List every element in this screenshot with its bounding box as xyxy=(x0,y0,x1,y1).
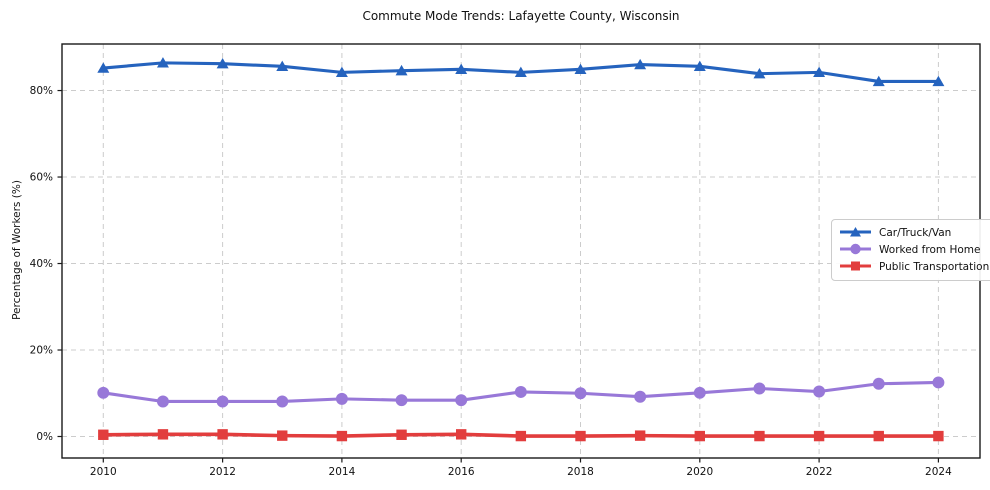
marker-circle-worked-from-home xyxy=(813,385,826,398)
x-tick-label: 2012 xyxy=(209,466,236,478)
marker-circle-worked-from-home xyxy=(514,385,527,398)
marker-triangle-car-truck-van xyxy=(216,58,229,69)
marker-triangle-car-truck-van xyxy=(455,63,468,75)
marker-triangle-car-truck-van xyxy=(932,75,945,87)
y-tick-label: 80% xyxy=(30,85,53,97)
marker-triangle-car-truck-van xyxy=(156,57,169,68)
marker-square-public-transportation xyxy=(634,430,646,441)
home-line-circle-icon xyxy=(839,241,872,260)
marker-circle-worked-from-home xyxy=(216,395,229,408)
x-tick-label: 2024 xyxy=(925,466,952,478)
marker-triangle-car-truck-van xyxy=(753,67,766,79)
marker-square-public-transportation xyxy=(873,430,884,442)
car-line-triangle-icon xyxy=(839,224,872,243)
y-tick-label: 40% xyxy=(30,258,53,270)
marker-square-public-transportation xyxy=(813,430,825,442)
marker-square-public-transportation xyxy=(98,429,109,440)
legend-item-car-truck-van: Car/Truck/Van xyxy=(839,226,989,240)
marker-circle-worked-from-home xyxy=(634,390,647,403)
marker-triangle-car-truck-van xyxy=(335,66,348,78)
marker-square-public-transportation xyxy=(277,430,288,441)
marker-circle-worked-from-home xyxy=(455,394,468,407)
marker-circle-worked-from-home xyxy=(872,377,885,390)
x-tick-label: 2014 xyxy=(329,466,356,478)
marker-circle-worked-from-home xyxy=(574,387,587,400)
x-tick-label: 2018 xyxy=(567,466,594,478)
legend-label: Worked from Home xyxy=(879,244,981,256)
marker-square-public-transportation xyxy=(157,429,169,440)
marker-triangle-car-truck-van xyxy=(693,60,706,72)
y-tick-label: 0% xyxy=(36,431,53,443)
marker-circle-worked-from-home xyxy=(276,395,289,408)
x-tick-label: 2010 xyxy=(90,466,117,478)
marker-square-public-transportation xyxy=(933,430,944,442)
legend-item-public-transportation: Public Transportation xyxy=(839,260,989,274)
legend-label: Car/Truck/Van xyxy=(879,227,952,239)
marker-square-public-transportation xyxy=(515,430,527,442)
legend-label: Public Transportation xyxy=(879,261,990,273)
marker-circle-worked-from-home xyxy=(932,376,945,389)
marker-triangle-car-truck-van xyxy=(634,58,647,70)
marker-square-public-transportation xyxy=(754,430,765,442)
x-tick-label: 2022 xyxy=(806,466,833,478)
x-tick-label: 2016 xyxy=(448,466,475,478)
marker-triangle-car-truck-van xyxy=(97,62,110,73)
legend-item-worked-from-home: Worked from Home xyxy=(839,243,989,257)
legend: Car/Truck/Van Worked from Home Public Tr… xyxy=(831,219,990,281)
marker-square-public-transportation xyxy=(336,430,348,442)
marker-square-public-transportation xyxy=(396,429,407,440)
marker-square-public-transportation xyxy=(694,430,705,442)
transit-line-square-icon xyxy=(839,258,872,277)
marker-square-public-transportation xyxy=(456,429,467,440)
marker-circle-worked-from-home xyxy=(753,382,766,395)
marker-square-public-transportation xyxy=(575,430,586,442)
y-tick-label: 60% xyxy=(30,172,53,184)
marker-circle-worked-from-home xyxy=(97,386,110,399)
marker-square-public-transportation xyxy=(217,429,228,440)
marker-circle-worked-from-home xyxy=(156,395,169,408)
x-tick-label: 2020 xyxy=(686,466,713,478)
marker-triangle-car-truck-van xyxy=(574,63,587,75)
y-tick-label: 20% xyxy=(30,345,53,357)
chart-title: Commute Mode Trends: Lafayette County, W… xyxy=(362,9,680,23)
marker-triangle-car-truck-van xyxy=(514,66,527,78)
marker-triangle-car-truck-van xyxy=(276,60,289,72)
marker-circle-worked-from-home xyxy=(335,392,348,405)
marker-triangle-car-truck-van xyxy=(395,64,408,76)
marker-circle-worked-from-home xyxy=(395,394,408,407)
marker-triangle-car-truck-van xyxy=(872,75,885,87)
marker-triangle-car-truck-van xyxy=(813,66,826,78)
marker-circle-worked-from-home xyxy=(693,386,706,399)
